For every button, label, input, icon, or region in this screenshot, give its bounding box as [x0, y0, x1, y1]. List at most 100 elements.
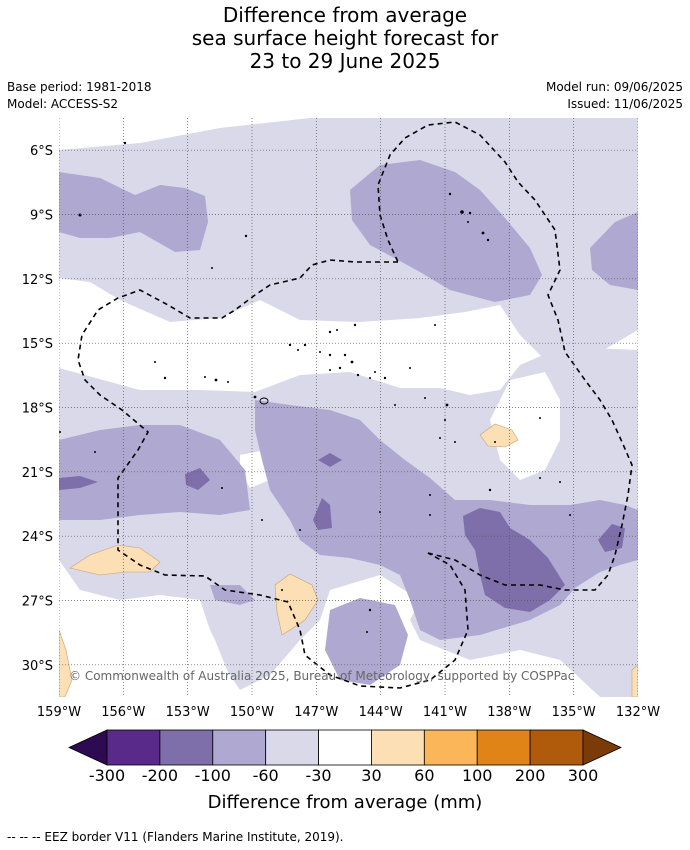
contour-region: [590, 212, 638, 290]
anomaly-minus200-100: [59, 453, 625, 612]
colorbar-tick-label: -30: [305, 766, 332, 785]
lat-tick-label: 24°S: [22, 530, 53, 545]
island: [468, 211, 472, 215]
island: [445, 403, 449, 407]
lon-tick-label: 138°W: [487, 705, 531, 720]
island: [329, 369, 331, 371]
island: [261, 519, 263, 521]
island: [227, 381, 229, 383]
contour-region: [210, 585, 255, 605]
colorbar-tick-label: 30: [361, 766, 382, 785]
contour-region: [59, 425, 250, 520]
gridlines: [59, 118, 638, 697]
colorbar-swatch: [106, 729, 161, 766]
meta-right: Model run: 09/06/2025 Issued: 11/06/2025: [546, 79, 683, 113]
contour-region: [325, 598, 408, 685]
island: [539, 417, 541, 419]
eez-border-line: [77, 259, 469, 689]
contour-region: [313, 498, 332, 530]
island: [394, 404, 396, 406]
lon-tick-label: 153°W: [166, 705, 210, 720]
island: [319, 351, 321, 353]
colorbar-tick-label: 100: [461, 766, 493, 785]
island: [439, 437, 441, 439]
contour-region: [59, 476, 98, 490]
island: [350, 360, 354, 364]
island: [444, 419, 446, 421]
contour-region: [598, 524, 625, 552]
island: [253, 395, 257, 399]
colorbar-extend-high: [582, 729, 622, 766]
island: [163, 376, 167, 380]
island: [297, 349, 299, 351]
eez-legend-note: -- -- -- EEZ border V11 (Flanders Marine…: [7, 830, 344, 844]
contour-region: [69, 544, 161, 576]
island: [338, 366, 342, 370]
contour-region: [59, 590, 235, 697]
colorbar-tick-label: 300: [567, 766, 599, 785]
island: [281, 589, 283, 591]
island: [328, 353, 332, 357]
colorbar-swatch: [318, 729, 372, 766]
island: [429, 514, 431, 516]
island: [259, 397, 269, 405]
colorbar-swatch: [423, 729, 478, 766]
lon-tick-label: 159°W: [37, 705, 81, 720]
colorbar-title: Difference from average (mm): [207, 792, 483, 813]
colorbar-tick-label: 200: [514, 766, 546, 785]
island: [328, 330, 332, 334]
colorbar-swatch: [476, 729, 531, 766]
colorbar-tick-label: -200: [141, 766, 179, 785]
lat-tick-label: 9°S: [30, 209, 53, 224]
island: [460, 210, 464, 214]
island: [214, 378, 218, 382]
lon-tick-label: 135°W: [552, 705, 596, 720]
contour-region: [274, 573, 319, 636]
anomaly-plus30-60: [59, 423, 638, 697]
island: [288, 343, 292, 347]
island: [383, 376, 387, 380]
lon-tick-label: 144°W: [359, 705, 403, 720]
lat-tick-label: 15°S: [22, 337, 53, 352]
colorbar: [68, 729, 622, 766]
map-plot-area: [59, 118, 638, 697]
island: [481, 231, 485, 235]
contour-region: [350, 160, 542, 302]
island: [467, 221, 469, 223]
lat-tick-label: 27°S: [22, 595, 53, 610]
island: [488, 488, 492, 492]
island: [204, 376, 206, 378]
colorbar-tick-label: -100: [194, 766, 231, 785]
model-name: Model: ACCESS-S2: [7, 97, 119, 111]
lat-tick-label: 6°S: [30, 144, 53, 159]
title-line-3: 23 to 29 June 2025: [249, 49, 441, 73]
island: [454, 441, 456, 443]
island: [448, 192, 452, 196]
island: [494, 441, 496, 443]
colorbar-tick-label: -300: [88, 766, 126, 785]
island: [409, 367, 411, 369]
eez-border-line: [377, 121, 633, 591]
title-line-1: Difference from average: [222, 3, 468, 27]
lat-tick-label: 12°S: [22, 273, 53, 288]
lat-tick-label: 21°S: [22, 466, 53, 481]
island: [123, 141, 127, 145]
island: [353, 323, 357, 327]
contour-region: [490, 372, 560, 480]
island: [356, 373, 360, 377]
eez-borders: [77, 121, 633, 689]
lon-tick-label: 147°W: [294, 705, 338, 720]
contour-region: [631, 664, 638, 697]
island: [559, 481, 561, 483]
island: [154, 361, 156, 363]
island: [429, 494, 431, 496]
copyright-notice: © Commonwealth of Australia 2025, Bureau…: [69, 669, 575, 683]
colorbar-swatch: [212, 729, 267, 766]
base-period: Base period: 1981-2018: [7, 80, 152, 94]
island: [244, 234, 248, 238]
colorbar-swatch: [371, 729, 425, 766]
contour-region: [479, 423, 519, 448]
island: [539, 477, 541, 479]
island: [343, 353, 347, 357]
colorbar-tick-label: -60: [252, 766, 279, 785]
